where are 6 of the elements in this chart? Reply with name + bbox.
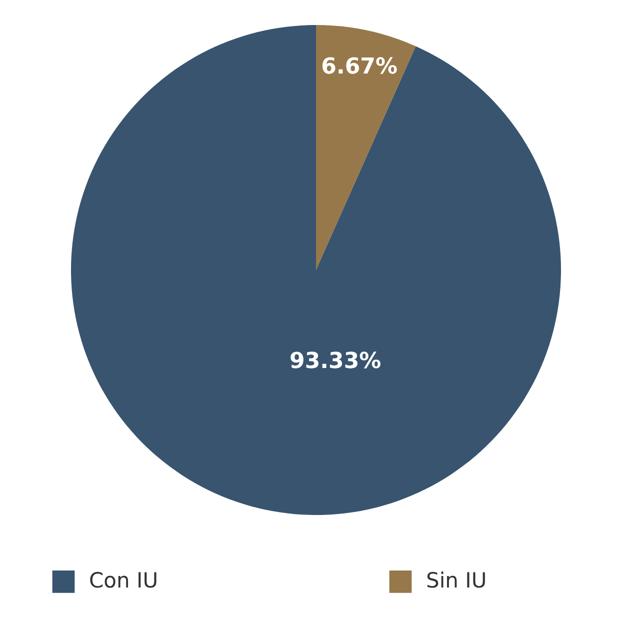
pie-slice (71, 25, 561, 515)
data-label: 93.33% (290, 349, 382, 374)
legend-label: Sin IU (426, 568, 487, 593)
data-label: 6.67% (321, 54, 398, 80)
pie-slice (316, 25, 416, 270)
legend-label: Con IU (89, 568, 158, 593)
